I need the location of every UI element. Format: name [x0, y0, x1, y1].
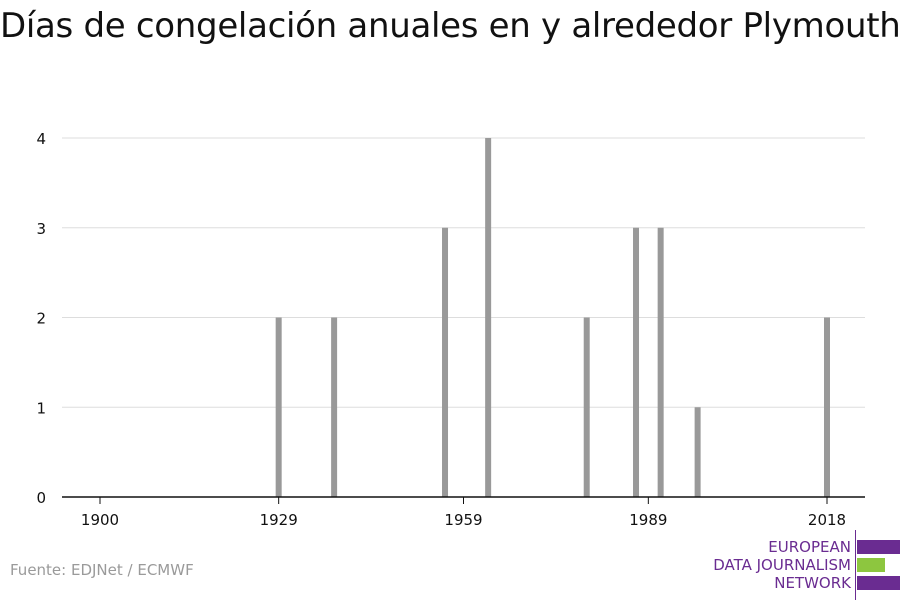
bars: [275, 138, 830, 498]
logo-divider: [855, 530, 856, 600]
x-tick-label-1929: 1929: [260, 511, 298, 529]
logo-bar-top: [857, 540, 900, 554]
bar-1929[interactable]: [275, 317, 282, 498]
y-tick-label-1: 1: [36, 399, 46, 417]
logo-text-line-3: NETWORK: [774, 574, 851, 592]
bar-1987[interactable]: [633, 227, 640, 497]
bar-1956[interactable]: [442, 227, 449, 497]
logo-bar-bottom: [857, 576, 900, 590]
logo-bar-middle: [857, 558, 885, 572]
gridlines: [62, 137, 865, 408]
logo-text-line-2: DATA JOURNALISM: [713, 556, 851, 574]
bar-1938[interactable]: [331, 317, 338, 498]
bar-1963[interactable]: [485, 138, 492, 497]
y-axis-ticks: 0 1 2 3 4: [36, 130, 46, 507]
bar-2018[interactable]: [824, 317, 830, 498]
x-tick-label-1989: 1989: [629, 511, 667, 529]
bar-1991[interactable]: [657, 227, 664, 497]
bar-1997[interactable]: [694, 407, 701, 497]
logo-text-line-1: EUROPEAN: [768, 538, 851, 556]
x-tick-label-1900: 1900: [81, 511, 119, 529]
edjnet-logo[interactable]: EUROPEAN DATA JOURNALISM NETWORK: [700, 530, 900, 600]
y-tick-label-2: 2: [36, 310, 46, 328]
y-tick-label-0: 0: [36, 489, 46, 507]
x-axis-ticks: 1900 1929 1959 1989 2018: [81, 497, 846, 529]
x-tick-label-2018: 2018: [808, 511, 846, 529]
source-note: Fuente: EDJNet / ECMWF: [10, 561, 194, 579]
y-tick-label-4: 4: [36, 130, 46, 148]
bar-1979[interactable]: [583, 317, 590, 498]
x-tick-label-1959: 1959: [444, 511, 482, 529]
y-tick-label-3: 3: [36, 220, 46, 238]
chart-title: Días de congelación anuales en y alreded…: [0, 6, 900, 46]
